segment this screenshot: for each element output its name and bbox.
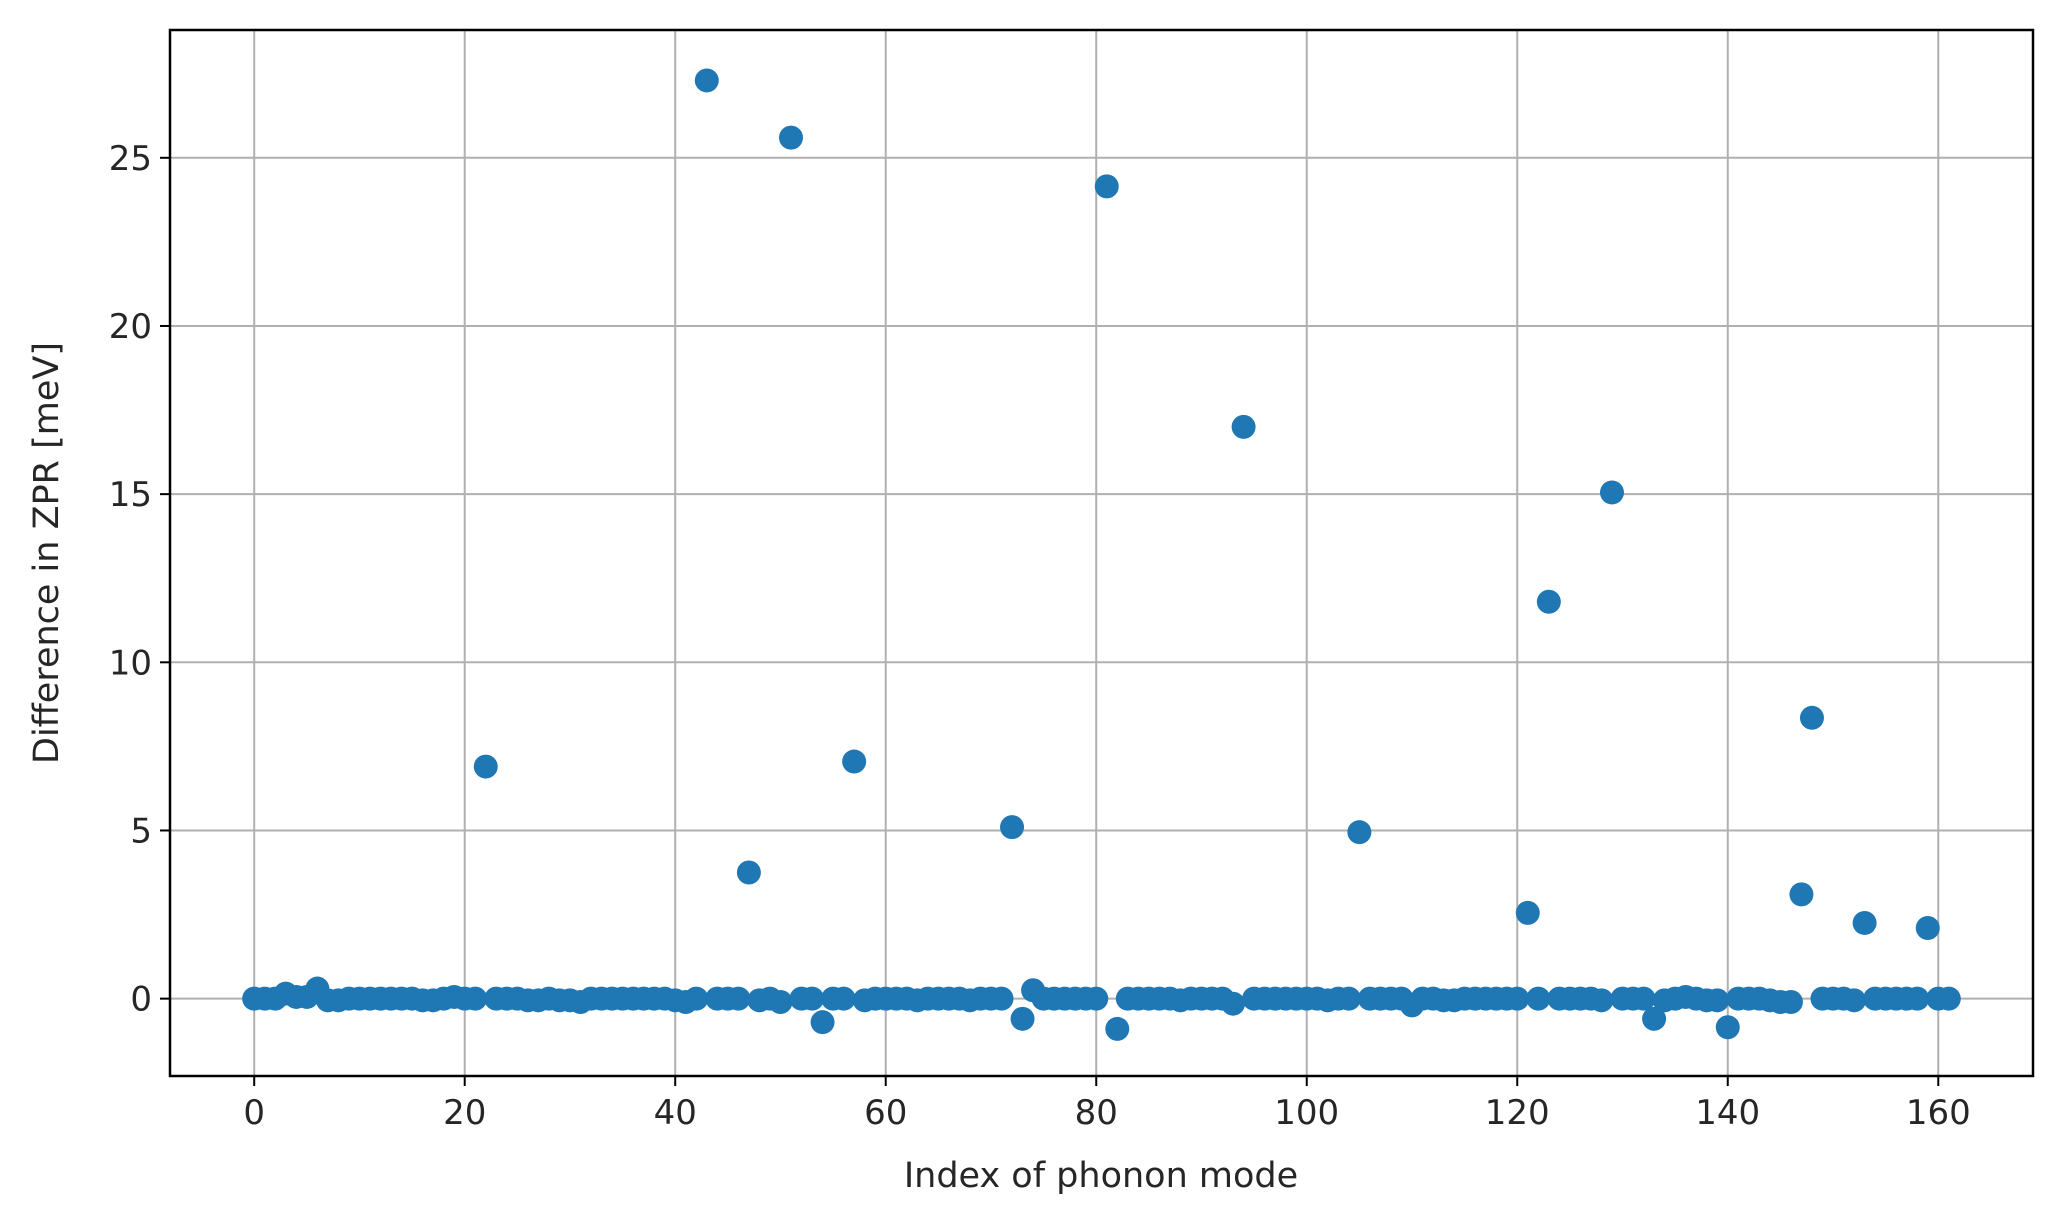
data-point: [1631, 986, 1656, 1011]
data-point: [1105, 1016, 1130, 1041]
data-point: [1842, 988, 1867, 1013]
data-point: [1336, 986, 1361, 1011]
data-point: [842, 749, 867, 774]
data-point: [1515, 900, 1540, 925]
data-point: [1789, 882, 1814, 907]
data-point: [1705, 988, 1730, 1013]
data-point: [473, 754, 498, 779]
x-tick-label: 160: [1906, 1093, 1971, 1133]
data-point: [1778, 990, 1803, 1015]
data-point: [1915, 916, 1940, 941]
y-tick-label: 25: [109, 139, 152, 179]
data-point: [736, 860, 761, 885]
data-point: [684, 986, 709, 1011]
data-point: [779, 125, 803, 150]
data-point: [989, 986, 1014, 1011]
data-point: [1094, 174, 1119, 199]
data-point: [831, 986, 856, 1011]
x-tick-label: 20: [443, 1093, 486, 1133]
data-point: [694, 68, 719, 93]
x-tick-label: 80: [1075, 1093, 1118, 1133]
data-point: [1347, 820, 1372, 845]
x-tick-label: 0: [243, 1093, 265, 1133]
x-tick-label: 140: [1695, 1093, 1760, 1133]
y-tick-label: 20: [109, 307, 152, 347]
plot-frame: [168, 28, 2035, 1078]
data-point: [1715, 1015, 1740, 1040]
x-tick-label: 120: [1485, 1093, 1550, 1133]
data-point: [1905, 986, 1930, 1011]
y-tick-label: 15: [109, 475, 152, 515]
data-point: [1231, 414, 1256, 439]
data-point: [1010, 1006, 1035, 1031]
y-axis-label: Difference in ZPR [meV]: [27, 342, 67, 764]
data-point: [1642, 1006, 1667, 1031]
data-point: [1084, 986, 1109, 1011]
data-point: [1852, 910, 1877, 935]
y-tick-label: 0: [130, 980, 152, 1020]
axis-ticks: 0 20 40 60 80 100 120 140 160 0 5 10 15 20 25: [109, 139, 1971, 1133]
data-point: [1799, 705, 1824, 730]
data-point: [810, 1010, 835, 1035]
data-points: [242, 68, 1961, 1041]
data-point: [1589, 988, 1614, 1013]
data-point: [1936, 986, 1961, 1011]
y-tick-label: 10: [109, 643, 152, 683]
data-point: [1526, 986, 1551, 1011]
data-point: [768, 990, 793, 1015]
data-point: [726, 986, 751, 1011]
data-point: [463, 986, 488, 1011]
x-axis-label: Index of phonon mode: [904, 1156, 1298, 1196]
x-tick-label: 100: [1274, 1093, 1339, 1133]
data-point: [1000, 815, 1025, 840]
data-point: [1536, 589, 1561, 614]
data-point: [1505, 986, 1530, 1011]
data-point: [1221, 991, 1246, 1016]
data-point: [800, 986, 825, 1011]
y-tick-label: 5: [130, 811, 152, 851]
x-tick-label: 40: [654, 1093, 697, 1133]
x-tick-label: 60: [864, 1093, 907, 1133]
data-point: [1599, 480, 1624, 505]
